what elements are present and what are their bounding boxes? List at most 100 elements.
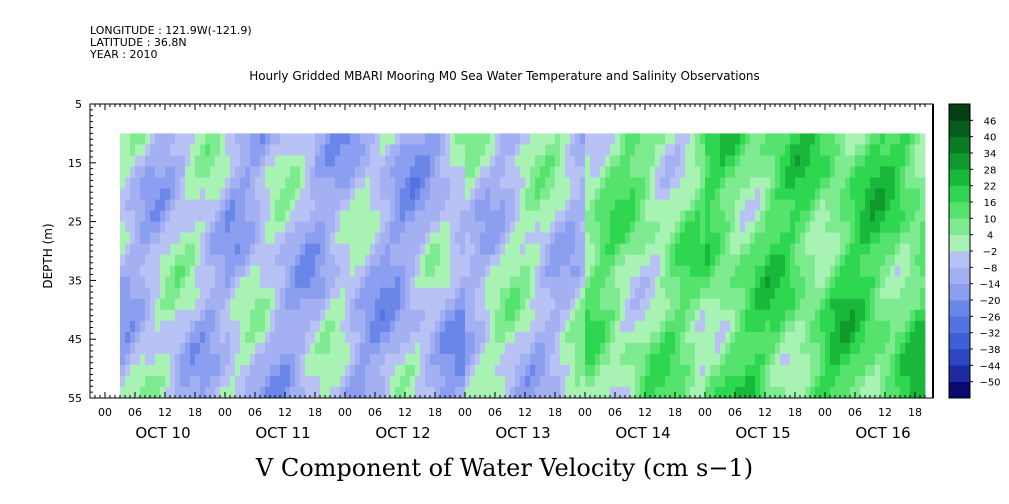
heatmap-cell: [625, 243, 631, 256]
heatmap-cell: [485, 265, 491, 278]
heatmap-cell: [315, 188, 321, 200]
heatmap-cell: [140, 210, 146, 222]
heatmap-cell: [625, 254, 631, 267]
heatmap-cell: [580, 210, 586, 222]
heatmap-cell: [695, 276, 701, 289]
heatmap-cell: [735, 188, 741, 200]
heatmap-cell: [180, 243, 186, 256]
heatmap-cell: [610, 166, 616, 178]
heatmap-cell: [190, 309, 196, 322]
heatmap-cell: [905, 210, 911, 222]
heatmap-cell: [280, 155, 286, 167]
heatmap-cell: [150, 177, 156, 189]
heatmap-cell: [345, 199, 351, 211]
heatmap-cell: [615, 210, 621, 222]
heatmap-cell: [820, 342, 826, 355]
heatmap-cell: [305, 331, 311, 344]
heatmap-cell: [510, 144, 516, 156]
heatmap-cell: [145, 177, 151, 189]
heatmap-cell: [655, 298, 661, 311]
y-tick-label: 35: [68, 274, 82, 287]
heatmap-cell: [865, 177, 871, 189]
heatmap-cell: [565, 188, 571, 200]
heatmap-cell: [565, 133, 571, 145]
heatmap-cell: [175, 265, 181, 278]
heatmap-cell: [855, 232, 861, 245]
heatmap-cell: [580, 364, 586, 377]
heatmap-cell: [535, 276, 541, 289]
heatmap-cell: [785, 199, 791, 211]
heatmap-cell: [235, 166, 241, 178]
heatmap-cell: [360, 353, 366, 366]
heatmap-cell: [730, 177, 736, 189]
heatmap-cell: [690, 254, 696, 267]
heatmap-cell: [600, 342, 606, 355]
heatmap-cell: [540, 133, 546, 145]
heatmap-cell: [195, 210, 201, 222]
heatmap-cell: [125, 243, 131, 256]
heatmap-cell: [905, 287, 911, 300]
heatmap-cell: [825, 298, 831, 311]
heatmap-cell: [520, 243, 526, 256]
heatmap-cell: [595, 188, 601, 200]
heatmap-cell: [815, 243, 821, 256]
colorbar-swatch: [949, 349, 970, 366]
heatmap-cell: [245, 298, 251, 311]
heatmap-cell: [450, 265, 456, 278]
heatmap-cell: [145, 188, 151, 200]
heatmap-cell: [770, 144, 776, 156]
heatmap-cell: [360, 199, 366, 211]
heatmap-cell: [545, 188, 551, 200]
heatmap-cell: [800, 276, 806, 289]
heatmap-cell: [875, 232, 881, 245]
heatmap-cell: [895, 155, 901, 167]
heatmap-cell: [155, 221, 161, 234]
heatmap-cell: [320, 265, 326, 278]
heatmap-cell: [450, 199, 456, 211]
heatmap-cell: [885, 144, 891, 156]
heatmap-cell: [395, 188, 401, 200]
heatmap-cell: [170, 221, 176, 234]
heatmap-cell: [440, 232, 446, 245]
heatmap-cell: [525, 144, 531, 156]
heatmap-cell: [305, 364, 311, 377]
heatmap-cell: [285, 386, 291, 399]
heatmap-cell: [295, 254, 301, 267]
heatmap-cell: [510, 177, 516, 189]
heatmap-cell: [205, 243, 211, 256]
heatmap-cell: [515, 265, 521, 278]
heatmap-cell: [470, 254, 476, 267]
heatmap-cell: [145, 276, 151, 289]
heatmap-cell: [615, 265, 621, 278]
heatmap-cell: [785, 133, 791, 145]
heatmap-cell: [120, 287, 126, 300]
heatmap-cell: [920, 386, 926, 399]
heatmap-cell: [495, 309, 501, 322]
heatmap-cell: [580, 331, 586, 344]
heatmap-cell: [315, 287, 321, 300]
heatmap-cell: [295, 276, 301, 289]
heatmap-cell: [320, 353, 326, 366]
heatmap-cell: [235, 298, 241, 311]
heatmap-cell: [655, 155, 661, 167]
heatmap-cell: [120, 364, 126, 377]
heatmap-cell: [590, 375, 596, 388]
colorbar-swatch: [949, 251, 970, 268]
heatmap-cell: [740, 353, 746, 366]
heatmap-cell: [660, 188, 666, 200]
heatmap-cell: [525, 375, 531, 388]
heatmap-cell: [855, 375, 861, 388]
heatmap-cell: [525, 342, 531, 355]
heatmap-cell: [490, 353, 496, 366]
heatmap-cell: [480, 155, 486, 167]
heatmap-cell: [315, 298, 321, 311]
heatmap-cell: [585, 221, 591, 234]
heatmap-cell: [725, 199, 731, 211]
heatmap-cell: [555, 287, 561, 300]
heatmap-cell: [290, 298, 296, 311]
colorbar-swatch: [949, 202, 970, 219]
heatmap-cell: [560, 243, 566, 256]
heatmap-cell: [555, 320, 561, 333]
heatmap-cell: [250, 298, 256, 311]
heatmap-cell: [595, 133, 601, 145]
